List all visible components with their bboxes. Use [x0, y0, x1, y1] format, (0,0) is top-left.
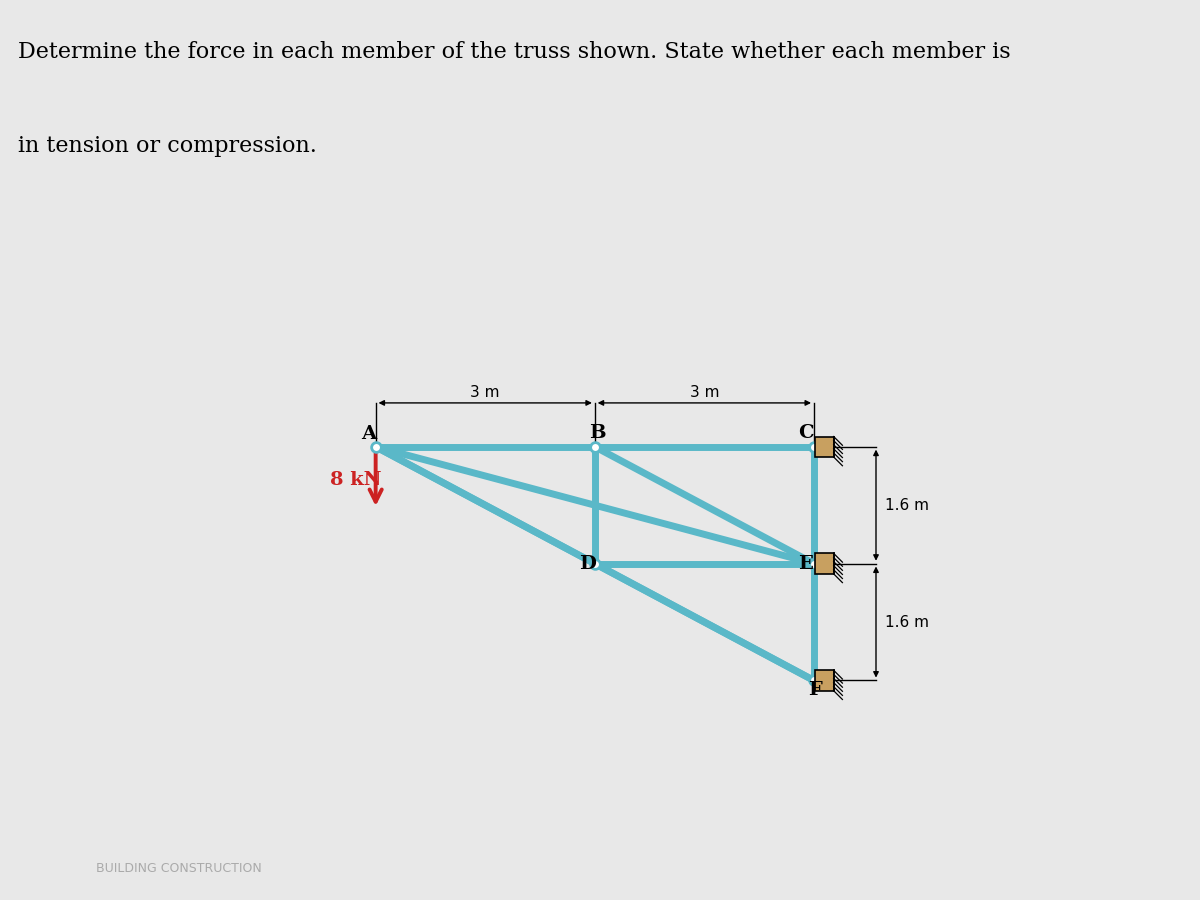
Text: 3 m: 3 m: [470, 385, 500, 400]
Text: in tension or compression.: in tension or compression.: [18, 135, 317, 157]
Text: E: E: [798, 555, 812, 573]
Text: 3 m: 3 m: [690, 385, 719, 400]
Bar: [815, 670, 834, 690]
Text: D: D: [578, 555, 595, 573]
Text: BUILDING CONSTRUCTION: BUILDING CONSTRUCTION: [96, 862, 262, 875]
Text: 8 kN: 8 kN: [330, 471, 382, 489]
Text: A: A: [361, 426, 376, 444]
Bar: [815, 436, 834, 457]
Text: B: B: [589, 424, 606, 442]
Text: Determine the force in each member of the truss shown. State whether each member: Determine the force in each member of th…: [18, 40, 1010, 62]
Bar: [815, 554, 834, 574]
Text: 1.6 m: 1.6 m: [884, 615, 929, 629]
Text: F: F: [808, 681, 822, 699]
Text: 1.6 m: 1.6 m: [884, 498, 929, 513]
Text: C: C: [798, 424, 814, 442]
